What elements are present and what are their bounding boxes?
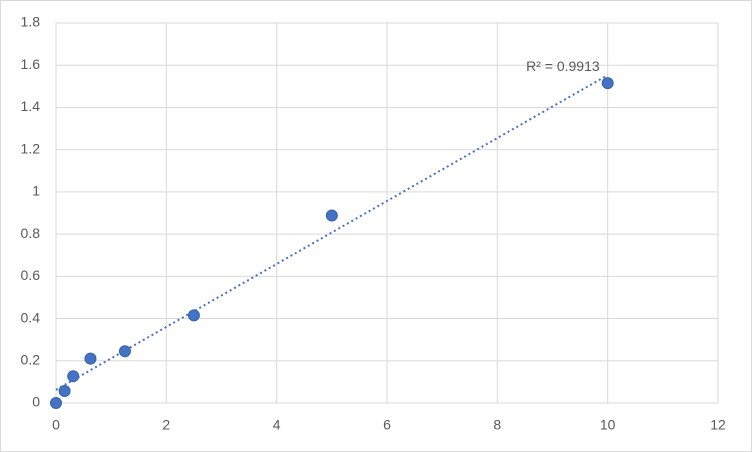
trendline-annotation: R² = 0.9913 <box>526 58 600 74</box>
x-tick-label: 10 <box>600 417 616 433</box>
y-tick-label: 1.2 <box>21 140 41 156</box>
y-tick-label: 0.4 <box>21 309 41 325</box>
y-tick-label: 1.8 <box>21 14 41 30</box>
data-point <box>325 209 338 222</box>
data-point <box>601 77 614 90</box>
x-tick-label: 4 <box>273 417 281 433</box>
data-point <box>67 370 80 383</box>
x-tick-label: 0 <box>52 417 60 433</box>
x-tick-label: 12 <box>710 417 726 433</box>
y-tick-label: 1 <box>32 183 40 199</box>
x-tick-label: 2 <box>162 417 170 433</box>
y-tick-label: 1.4 <box>21 98 41 114</box>
data-point <box>118 345 131 358</box>
y-tick-label: 0.6 <box>21 267 41 283</box>
y-tick-label: 1.6 <box>21 56 41 72</box>
data-point <box>58 384 71 397</box>
y-tick-label: 0.8 <box>21 225 41 241</box>
x-tick-label: 6 <box>383 417 391 433</box>
data-point <box>187 309 200 322</box>
y-tick-label: 0.2 <box>21 351 41 367</box>
data-point <box>50 397 62 409</box>
data-point <box>84 352 97 365</box>
y-tick-label: 0 <box>32 394 40 410</box>
x-tick-label: 8 <box>493 417 501 433</box>
trendline <box>55 74 609 391</box>
